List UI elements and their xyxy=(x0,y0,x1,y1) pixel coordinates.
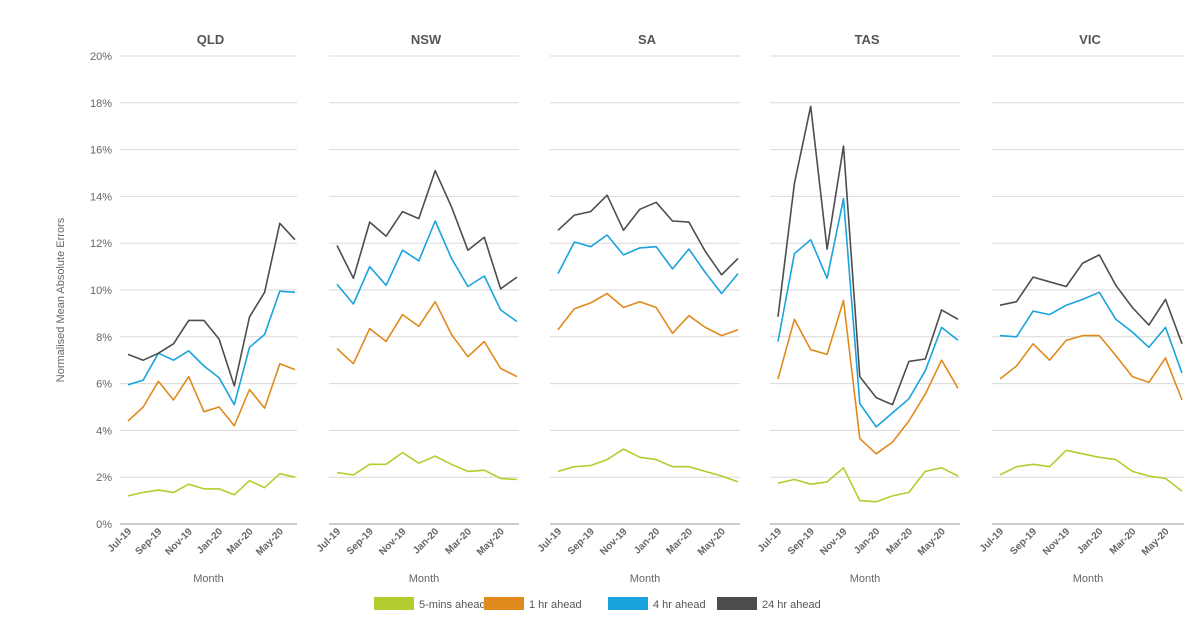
x-tick-label: Mar-20 xyxy=(225,526,256,557)
series-line-24-hr-ahead xyxy=(999,254,1183,345)
x-tick-label: Sep-19 xyxy=(1008,526,1039,557)
y-tick-label: 8% xyxy=(96,332,112,344)
x-tick-label: May-20 xyxy=(916,526,948,558)
legend-item-4-hr-ahead: 4 hr ahead xyxy=(608,597,706,611)
legend-swatch xyxy=(717,597,757,610)
y-tick-label: 12% xyxy=(90,238,112,250)
x-tick-label: Nov-19 xyxy=(598,526,630,558)
x-tick-label: May-20 xyxy=(254,526,286,558)
legend-label: 24 hr ahead xyxy=(762,599,821,611)
x-tick-label: Sep-19 xyxy=(786,526,817,557)
series-line-5-mins-ahead xyxy=(777,466,959,503)
x-tick-label: Sep-19 xyxy=(345,526,376,557)
x-tick-label: Jan-20 xyxy=(632,526,662,556)
panel-nsw: NSW Jul-19 Sep-19 Nov-19 Jan-20 Mar-20 May-20 M… xyxy=(315,32,518,585)
series-line-4-hr-ahead xyxy=(557,234,739,295)
panel-title: TAS xyxy=(854,32,879,47)
x-axis-title: Month xyxy=(630,573,661,585)
panel-title: SA xyxy=(638,32,657,47)
panel-title: NSW xyxy=(411,32,442,47)
x-tick-label: Mar-20 xyxy=(443,526,474,557)
x-axis-title: Month xyxy=(1073,573,1104,585)
legend-label: 5-mins ahead xyxy=(419,599,486,611)
legend-label: 4 hr ahead xyxy=(653,599,706,611)
x-axis-title: Month xyxy=(850,573,881,585)
x-tick-label: Jul-19 xyxy=(536,526,565,555)
x-tick-label: Mar-20 xyxy=(664,526,695,557)
series-line-5-mins-ahead xyxy=(999,449,1183,492)
series-line-24-hr-ahead xyxy=(557,194,739,276)
x-tick-label: Jan-20 xyxy=(411,526,441,556)
panel-title: QLD xyxy=(197,32,224,47)
x-tick-label: May-20 xyxy=(475,526,507,558)
y-tick-label: 18% xyxy=(90,98,112,110)
x-tick-label: Jan-20 xyxy=(195,526,225,556)
y-axis-title: Normalised Mean Absolute Errors xyxy=(55,217,67,382)
x-tick-label: Mar-20 xyxy=(884,526,915,557)
series-line-24-hr-ahead xyxy=(777,105,959,406)
series-line-4-hr-ahead xyxy=(127,290,296,406)
x-tick-label: Sep-19 xyxy=(134,526,165,557)
panel-tas: TAS Jul-19 Sep-19 Nov-19 Jan-20 Mar-20 May-20 M… xyxy=(756,32,959,585)
x-tick-label: Nov-19 xyxy=(377,526,409,558)
x-tick-label: Mar-20 xyxy=(1108,526,1139,557)
series-line-24-hr-ahead xyxy=(127,222,296,387)
x-tick-label: Nov-19 xyxy=(818,526,850,558)
x-tick-label: Jan-20 xyxy=(1075,526,1105,556)
series-line-5-mins-ahead xyxy=(127,472,296,497)
legend-swatch xyxy=(608,597,648,610)
series-line-4-hr-ahead xyxy=(777,197,959,428)
x-tick-label: Jan-20 xyxy=(852,526,882,556)
series-line-4-hr-ahead xyxy=(336,220,518,323)
x-tick-label: May-20 xyxy=(1140,526,1172,558)
panel-sa: SA Jul-19 Sep-19 Nov-19 Jan-20 Mar-20 May-20 Mo… xyxy=(536,32,739,585)
y-tick-label: 0% xyxy=(96,519,112,531)
y-tick-label: 10% xyxy=(90,285,112,297)
series-line-1-hr-ahead xyxy=(557,292,739,337)
y-tick-label: 20% xyxy=(90,51,112,63)
legend-swatch xyxy=(484,597,524,610)
x-tick-label: May-20 xyxy=(696,526,728,558)
series-line-1-hr-ahead xyxy=(777,299,959,455)
x-axis-title: Month xyxy=(193,573,224,585)
y-tick-label: 16% xyxy=(90,145,112,157)
x-tick-label: Nov-19 xyxy=(163,526,195,558)
y-tick-label: 4% xyxy=(96,425,112,437)
legend-label: 1 hr ahead xyxy=(529,599,582,611)
x-tick-label: Jul-19 xyxy=(978,526,1007,555)
y-tick-label: 2% xyxy=(96,472,112,484)
legend-swatch xyxy=(374,597,414,610)
series-line-1-hr-ahead xyxy=(999,334,1183,401)
series-line-5-mins-ahead xyxy=(557,448,739,483)
x-tick-label: Jul-19 xyxy=(315,526,344,555)
series-line-1-hr-ahead xyxy=(336,300,518,378)
legend-item-5-mins-ahead: 5-mins ahead xyxy=(374,597,486,611)
panel-title: VIC xyxy=(1079,32,1101,47)
x-tick-label: Sep-19 xyxy=(566,526,597,557)
legend-item-1-hr-ahead: 1 hr ahead xyxy=(484,597,582,611)
panel-vic: VIC Jul-19 Sep-19 Nov-19 Jan-20 Mar-20 May-20 M… xyxy=(978,32,1183,585)
x-axis-title: Month xyxy=(409,573,440,585)
series-line-24-hr-ahead xyxy=(336,169,518,290)
x-tick-label: Jul-19 xyxy=(756,526,785,555)
y-tick-label: 14% xyxy=(90,191,112,203)
series-line-4-hr-ahead xyxy=(999,291,1183,374)
legend-item-24-hr-ahead: 24 hr ahead xyxy=(717,597,821,611)
y-tick-label: 6% xyxy=(96,379,112,391)
x-tick-label: Nov-19 xyxy=(1041,526,1073,558)
series-line-5-mins-ahead xyxy=(336,451,518,481)
series-line-1-hr-ahead xyxy=(127,362,296,427)
